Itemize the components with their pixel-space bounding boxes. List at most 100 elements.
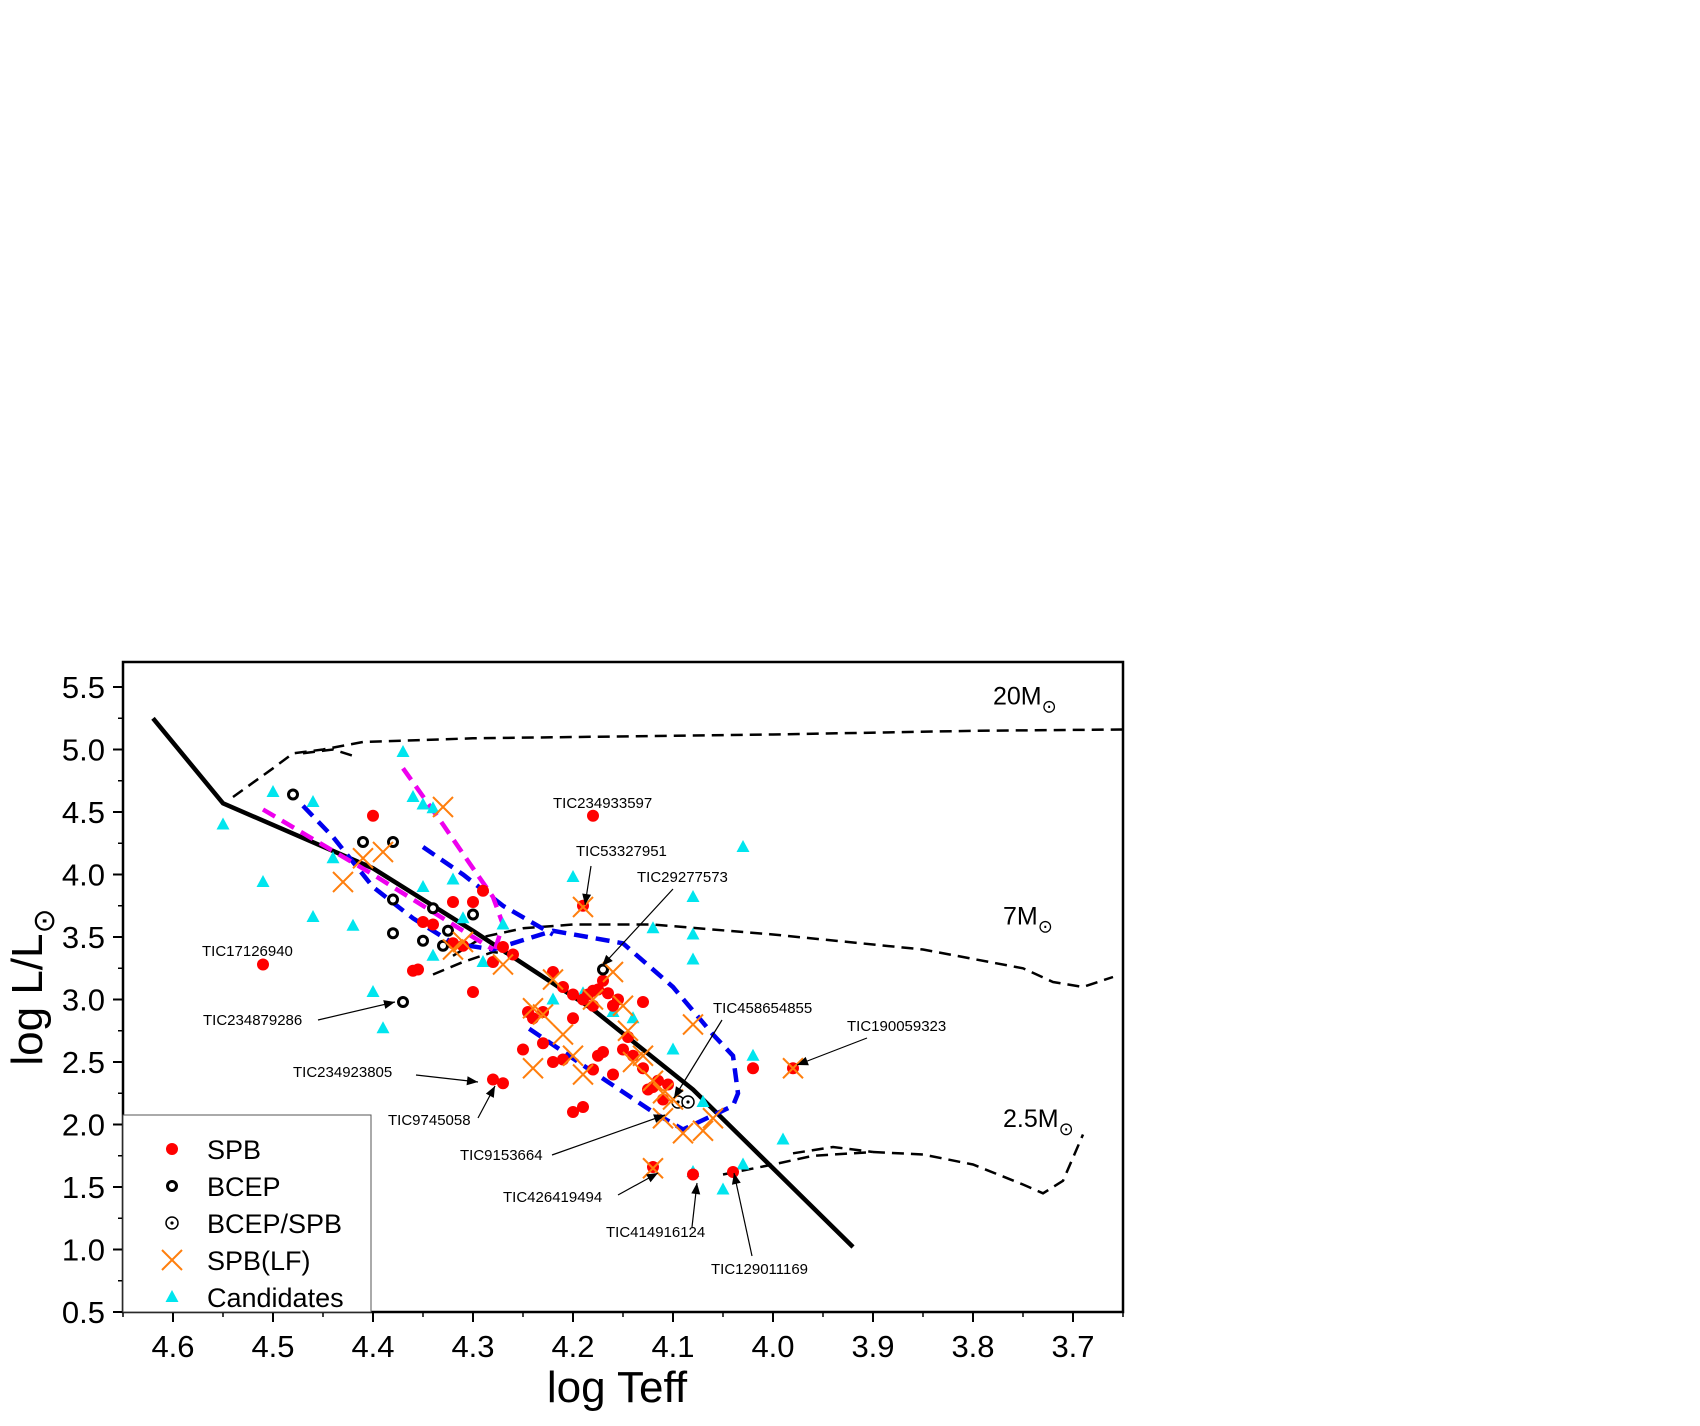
y-tick-label: 4.0 — [62, 858, 105, 893]
point-spb-lf — [542, 968, 564, 991]
annotation-label: TIC234879286 — [203, 1012, 302, 1029]
point-spb — [537, 1006, 549, 1018]
point-candidates — [686, 952, 700, 965]
point-candidates — [626, 1011, 640, 1024]
strip-bcep-lower — [261, 807, 495, 952]
annotation-label: TIC9745058 — [388, 1112, 471, 1129]
y-tick-label: 0.5 — [62, 1295, 105, 1330]
point-bcep — [427, 902, 439, 915]
annotation-label: TIC129011169 — [711, 1261, 808, 1278]
point-spb — [487, 1073, 499, 1086]
annotation-arrow — [601, 888, 674, 967]
point-candidates — [426, 948, 440, 961]
point-candidates — [736, 1157, 750, 1170]
point-spb — [417, 916, 429, 928]
x-tick-label: 4.3 — [451, 1329, 494, 1364]
point-spb-lf — [642, 1157, 664, 1179]
point-spb — [497, 1077, 509, 1090]
annotation-label: TIC9153664 — [460, 1147, 543, 1164]
point-bcep — [287, 788, 299, 801]
point-candidates — [416, 797, 430, 810]
annotation-label: TIC17126940 — [202, 943, 293, 960]
annotation-arrowhead — [653, 1114, 665, 1123]
data-points — [216, 745, 804, 1195]
annotation-arrowhead — [602, 954, 613, 966]
zams-line — [151, 716, 855, 1249]
point-candidates — [256, 875, 270, 887]
point-candidates — [776, 1132, 790, 1145]
legend-marker — [161, 1249, 183, 1271]
axis-ticks: 4.6 4.5 4.4 4.3 4.2 4.1 4.0 3.9 3.8 3.7 0.5 1.0 1.5 2… — [62, 670, 1124, 1364]
annotation-arrowhead — [383, 1000, 395, 1009]
point-spb-lf — [552, 1023, 574, 1046]
point-spb — [567, 1106, 579, 1118]
point-spb-lf — [602, 961, 624, 983]
track-label-main: 20M — [993, 683, 1042, 711]
legend-box — [122, 1114, 372, 1313]
point-candidates — [686, 927, 700, 940]
point-spb-lf — [617, 1020, 639, 1042]
point-spb-lf — [562, 1045, 584, 1067]
point-bcep — [397, 996, 409, 1008]
solar-symbol: ⊙ — [28, 908, 61, 933]
legend-label: Candidates — [207, 1283, 344, 1313]
track-2p5msun-hook — [792, 1145, 874, 1155]
point-candidates — [376, 1021, 390, 1034]
track-20msun — [232, 728, 1123, 799]
point-spb — [587, 999, 599, 1012]
track-label: 7M⊙ — [1003, 903, 1053, 937]
y-tick-label: 5.5 — [62, 670, 105, 705]
y-axis-title-main: log L/L — [3, 934, 52, 1066]
legend-marker — [165, 1216, 179, 1230]
track-label: 2.5M⊙ — [1003, 1105, 1074, 1139]
point-spb — [727, 1166, 739, 1178]
point-spb — [622, 1031, 634, 1043]
x-tick-label: 3.8 — [951, 1329, 994, 1364]
point-spb-lf — [622, 1051, 644, 1073]
point-spb-lf — [782, 1057, 804, 1079]
x-tick-label: 4.5 — [251, 1329, 294, 1364]
point-candidates — [476, 955, 490, 967]
point-candidates — [456, 911, 470, 924]
annotation-arrowhead — [731, 1173, 741, 1185]
x-tick-label: 4.6 — [151, 1329, 194, 1364]
legend-label: SPB(LF) — [207, 1246, 311, 1276]
x-tick-label: 4.0 — [751, 1329, 794, 1364]
point-candidates — [646, 921, 660, 934]
point-candidates — [216, 817, 230, 830]
point-spb-lf — [642, 1070, 664, 1092]
point-candidates — [406, 790, 420, 802]
legend-marker — [166, 1143, 178, 1155]
point-spb — [557, 1053, 569, 1066]
annotation-arrow — [733, 1172, 753, 1257]
x-axis-title: log Teff — [547, 1363, 688, 1412]
y-tick-label: 2.0 — [62, 1108, 105, 1143]
annotation-arrowhead — [797, 1056, 809, 1066]
y-tick-label: 1.0 — [62, 1233, 105, 1268]
point-candidates — [736, 840, 750, 852]
point-spb-lf — [522, 997, 544, 1019]
annotation-label: TIC426419494 — [503, 1189, 602, 1206]
annotations: 20M⊙7M⊙2.5M⊙TIC234933597TIC53327951TIC29… — [202, 683, 1074, 1279]
point-spb — [662, 1078, 674, 1091]
legend-marker — [166, 1180, 178, 1192]
point-bcep — [387, 893, 399, 906]
annotation-label: TIC29277573 — [637, 869, 728, 886]
point-spb-lf — [652, 1107, 674, 1129]
track-label-main: 7M — [1003, 903, 1038, 931]
point-spb-lf — [332, 871, 354, 893]
point-spb-lf — [372, 841, 394, 863]
point-candidates — [426, 801, 440, 814]
point-candidates — [686, 890, 700, 902]
annotation-label: TIC234923805 — [293, 1064, 392, 1081]
strip-bcep-upper — [401, 766, 506, 957]
point-spb — [547, 1056, 559, 1068]
point-candidates — [546, 992, 560, 1005]
point-spb-lf — [352, 847, 374, 869]
point-candidates — [696, 1095, 710, 1107]
y-tick-label: 4.5 — [62, 795, 105, 830]
point-spb — [537, 1037, 549, 1050]
point-spb-lf — [522, 1057, 544, 1079]
point-spb — [497, 941, 509, 953]
y-tick-label: 3.0 — [62, 983, 105, 1018]
